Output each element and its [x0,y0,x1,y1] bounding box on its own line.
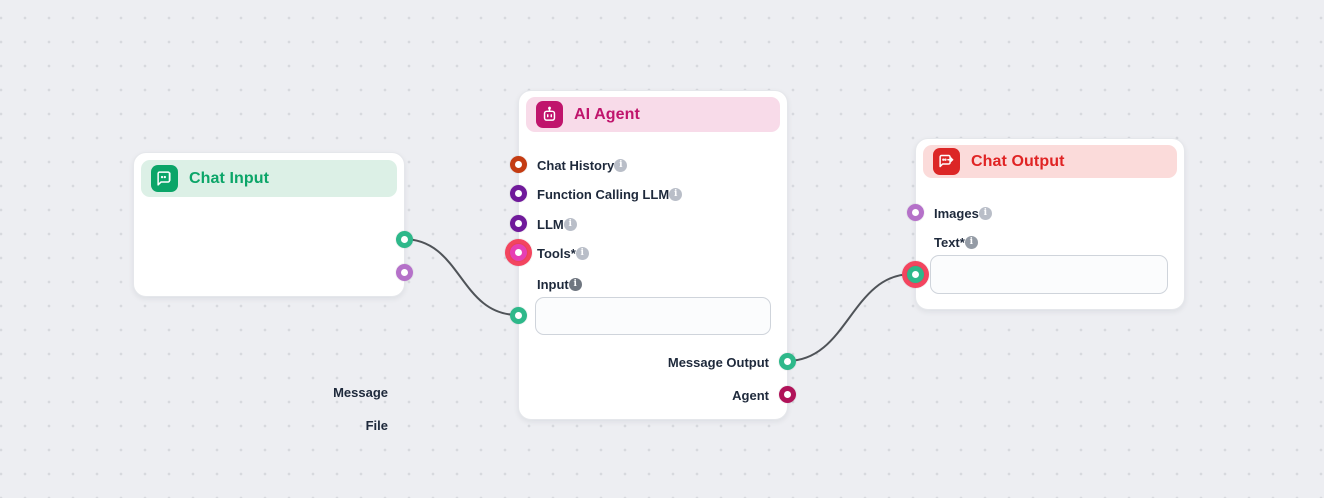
chat-output-text-field[interactable] [930,255,1168,294]
node-title: Chat Output [971,152,1065,170]
field-label: Text* [934,234,965,250]
tools-port-ring [510,244,527,261]
edge-message-to-input[interactable] [402,238,519,316]
port-label: Tools* [537,245,576,261]
ai-agent-function-calling-llm-port[interactable] [510,185,527,202]
chat-output-text-port[interactable] [902,261,929,288]
ai-agent-agent-port[interactable] [779,386,796,403]
port-label: Images [934,205,979,221]
info-icon[interactable]: i [568,277,582,291]
info-icon[interactable]: i [563,217,577,231]
chat-input-header[interactable]: Chat Input [141,160,397,197]
port-label: LLM [537,216,564,232]
chat-input-message-port[interactable] [396,231,413,248]
chat-forward-icon [933,148,960,175]
port-label: Message [333,384,388,400]
input-row-images: Images i [934,203,992,223]
info-icon[interactable]: i [964,235,978,249]
ai-agent-header[interactable]: AI Agent [526,97,780,132]
chat-output-header[interactable]: Chat Output [923,145,1177,178]
ai-agent-tools-port[interactable] [505,239,532,266]
output-row-agent: Agent [519,385,769,405]
input-row-chat-history: Chat History i [537,155,628,175]
edge-output-to-text[interactable] [786,273,913,362]
node-ai-agent[interactable]: AI Agent Chat History i Function Calling… [505,90,796,420]
port-label: File [365,417,388,433]
input-row-llm: LLM i [537,214,577,234]
field-label-input: Input i [537,274,582,294]
info-icon[interactable]: i [669,187,683,201]
field-label: Input [537,276,569,292]
node-title: Chat Input [189,169,270,187]
info-icon[interactable]: i [978,206,992,220]
text-port-ring [907,266,924,283]
chat-bubble-icon [151,165,178,192]
info-icon[interactable]: i [575,246,589,260]
port-label: Message Output [667,354,769,370]
ai-agent-input-port[interactable] [510,307,527,324]
chat-input-file-port[interactable] [396,264,413,281]
node-chat-input[interactable]: Chat Input Message File [133,152,413,433]
output-row-message-output: Message Output [519,352,769,372]
field-label-text: Text* i [934,232,978,252]
info-icon[interactable]: i [614,158,628,172]
chat-output-images-port[interactable] [907,204,924,221]
input-row-function-calling-llm: Function Calling LLM i [537,184,683,204]
port-label: Agent [732,387,769,403]
output-row-file: File [134,415,388,435]
output-row-message: Message [134,382,388,402]
node-title: AI Agent [574,105,640,123]
bot-icon [536,101,563,128]
input-row-tools: Tools* i [537,243,589,263]
port-label: Chat History [537,157,615,173]
ai-agent-message-output-port[interactable] [779,353,796,370]
node-chat-output[interactable]: Chat Output Images i Text* i [902,138,1185,310]
port-label: Function Calling LLM [537,186,670,202]
ai-agent-chat-history-port[interactable] [510,156,527,173]
ai-agent-input-field[interactable] [535,297,771,335]
ai-agent-llm-port[interactable] [510,215,527,232]
